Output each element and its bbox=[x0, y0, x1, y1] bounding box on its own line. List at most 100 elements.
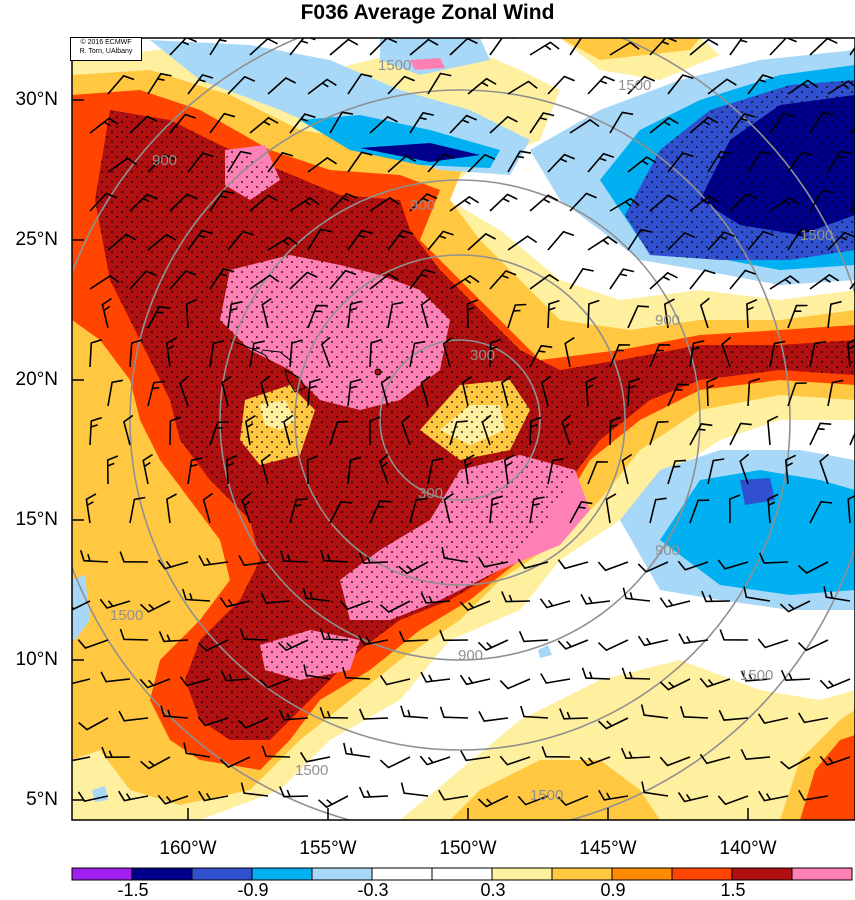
wind-barb bbox=[746, 298, 758, 329]
wind-barb bbox=[529, 112, 555, 134]
wind-barb bbox=[641, 781, 669, 797]
lon-label-140w: 140°W bbox=[719, 838, 777, 859]
wind-barb bbox=[507, 150, 532, 173]
wind-barb bbox=[507, 80, 538, 95]
wind-barb bbox=[267, 151, 294, 173]
wind-barb bbox=[227, 75, 256, 95]
wind-barb bbox=[541, 746, 571, 758]
wind-barb bbox=[400, 414, 411, 446]
map-plot-area: 1500 1500 1500 1500 1500 1500 1500 900 9… bbox=[72, 38, 855, 820]
wind-barb bbox=[78, 717, 109, 731]
wind-barb bbox=[358, 708, 389, 720]
wind-barb bbox=[398, 561, 429, 575]
wind-barb bbox=[689, 499, 710, 524]
wind-barb bbox=[347, 378, 362, 407]
wind-barb bbox=[581, 667, 611, 680]
wind-barb bbox=[306, 455, 319, 485]
wind-barb bbox=[769, 340, 786, 368]
wind-barb bbox=[341, 667, 371, 680]
wind-barb bbox=[209, 268, 235, 290]
wind-barb bbox=[279, 550, 309, 563]
wind-barb bbox=[197, 716, 229, 727]
wind-barb bbox=[823, 586, 851, 602]
wind-barb bbox=[689, 340, 705, 368]
wind-barb bbox=[420, 297, 431, 329]
wind-barb bbox=[187, 457, 203, 485]
wind-barb bbox=[659, 756, 691, 767]
wind-barb bbox=[307, 156, 338, 173]
wind-barb bbox=[627, 377, 640, 407]
wind-barb bbox=[489, 38, 515, 56]
pos-top-pink bbox=[410, 58, 445, 70]
wind-barb bbox=[627, 228, 652, 251]
wind-barb bbox=[740, 670, 771, 682]
stippling bbox=[95, 110, 855, 740]
wind-barb bbox=[449, 195, 480, 212]
wind-barb bbox=[249, 340, 265, 368]
wind-barb bbox=[449, 114, 478, 134]
wind-barb bbox=[282, 414, 294, 446]
wind-barb bbox=[729, 269, 756, 290]
wind-barb bbox=[719, 629, 749, 641]
wind-barb bbox=[289, 113, 316, 134]
neg-west-light bbox=[72, 575, 90, 640]
wind-barb bbox=[237, 717, 269, 729]
wind-barb bbox=[609, 343, 631, 368]
wind-barb bbox=[289, 197, 320, 212]
wind-barb bbox=[129, 339, 143, 368]
wind-barb bbox=[627, 156, 657, 173]
wind-barb bbox=[787, 151, 813, 173]
colorbar-swatch bbox=[491, 867, 553, 881]
wind-barb bbox=[827, 379, 844, 407]
wind-barb bbox=[329, 269, 357, 290]
wind-barb bbox=[147, 380, 165, 407]
wind-barb bbox=[122, 414, 134, 446]
contour-label-group: 1500 1500 1500 1500 1500 1500 1500 900 9… bbox=[110, 57, 833, 804]
wind-barb bbox=[419, 755, 451, 766]
wind-barb bbox=[640, 704, 669, 719]
wind-barb bbox=[769, 196, 800, 212]
colorbar-swatch bbox=[371, 867, 433, 881]
wind-barb bbox=[747, 230, 775, 251]
wind-barb bbox=[809, 189, 834, 212]
wind-barb bbox=[707, 458, 725, 485]
wind-barb bbox=[378, 453, 389, 485]
wind-barb bbox=[358, 552, 389, 564]
wind-barb bbox=[717, 559, 749, 570]
wind-barb bbox=[427, 72, 452, 95]
wind-barb bbox=[729, 38, 755, 56]
wind-barb bbox=[667, 383, 689, 407]
island-outlines bbox=[229, 339, 382, 393]
wind-barb bbox=[369, 500, 391, 524]
map-frame bbox=[71, 37, 855, 821]
wind-barb bbox=[439, 706, 469, 719]
wind-barb bbox=[678, 633, 709, 645]
wind-barb bbox=[220, 670, 251, 682]
wind-barb bbox=[667, 459, 687, 485]
wind-barb bbox=[767, 493, 779, 524]
wind-barb bbox=[667, 74, 694, 95]
wind-barb bbox=[787, 382, 807, 407]
wind-barb bbox=[677, 560, 709, 571]
wind-barb bbox=[249, 274, 280, 290]
wind-barbs bbox=[72, 38, 855, 809]
wind-barb bbox=[649, 271, 678, 290]
wind-barb bbox=[240, 782, 269, 797]
wind-barb bbox=[787, 228, 812, 251]
wind-barb bbox=[539, 598, 571, 609]
colorbar-swatch bbox=[611, 867, 673, 881]
wind-barb bbox=[107, 74, 135, 95]
wind-barb bbox=[507, 235, 538, 251]
wind-barb bbox=[466, 299, 478, 329]
wind-barb bbox=[729, 422, 752, 446]
wind-barb bbox=[721, 336, 732, 368]
wind-barb bbox=[564, 336, 575, 368]
field-0-9-bottom bbox=[450, 760, 660, 820]
wind-barb bbox=[757, 713, 789, 725]
wind-barb bbox=[72, 600, 91, 611]
wind-barb bbox=[261, 745, 291, 758]
wind-barb bbox=[587, 460, 609, 485]
wind-barb bbox=[221, 375, 232, 407]
wind-barb bbox=[187, 229, 213, 251]
